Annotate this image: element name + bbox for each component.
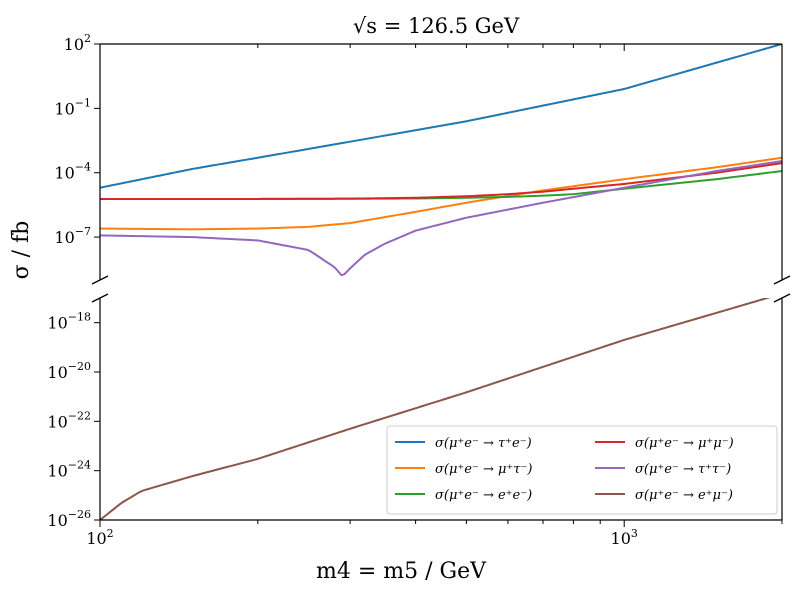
series-line-6 (100, 298, 771, 520)
axis-break-mark-1 (91, 275, 109, 285)
lower-y-tick-label: 10−22 (47, 409, 91, 431)
upper-y-tick-label: 10−1 (54, 96, 91, 118)
series-line-4 (100, 162, 782, 200)
axis-break-mark-4 (773, 293, 791, 303)
series-line-3 (100, 170, 782, 200)
upper-y-tick-label: 102 (64, 32, 91, 54)
series-line-2 (100, 156, 782, 231)
legend-label: σ(μ⁺e⁻ → τ⁺τ⁻) (635, 462, 731, 477)
legend-label: σ(μ⁺e⁻ → e⁺μ⁻) (635, 488, 733, 503)
axis-break-mark-2 (773, 275, 791, 285)
lower-y-tick-label: 10−26 (47, 508, 91, 530)
axis-break-mark-3 (91, 293, 109, 303)
upper-y-tick-label: 10−4 (54, 161, 91, 183)
legend-label: σ(μ⁺e⁻ → e⁺e⁻) (435, 488, 532, 503)
legend-box (386, 425, 778, 515)
x-tick-label: 103 (611, 527, 638, 548)
legend-label: σ(μ⁺e⁻ → μ⁺τ⁻) (435, 462, 532, 477)
series-line-1 (100, 44, 782, 189)
lower-y-tick-label: 10−20 (47, 360, 91, 382)
lower-y-tick-label: 10−24 (47, 459, 91, 481)
x-axis-label: m4 = m5 / GeV (316, 559, 487, 584)
y-axis-label: σ / fb (9, 221, 34, 280)
x-tick-label: 102 (86, 527, 113, 548)
legend-label: σ(μ⁺e⁻ → τ⁺e⁻) (435, 436, 532, 451)
legend-label: σ(μ⁺e⁻ → μ⁺μ⁻) (635, 436, 734, 451)
series-line-5 (100, 160, 782, 277)
chart-title: √s = 126.5 GeV (353, 14, 520, 38)
lower-y-tick-label: 10−18 (47, 311, 91, 333)
upper-y-tick-label: 10−7 (54, 225, 91, 247)
